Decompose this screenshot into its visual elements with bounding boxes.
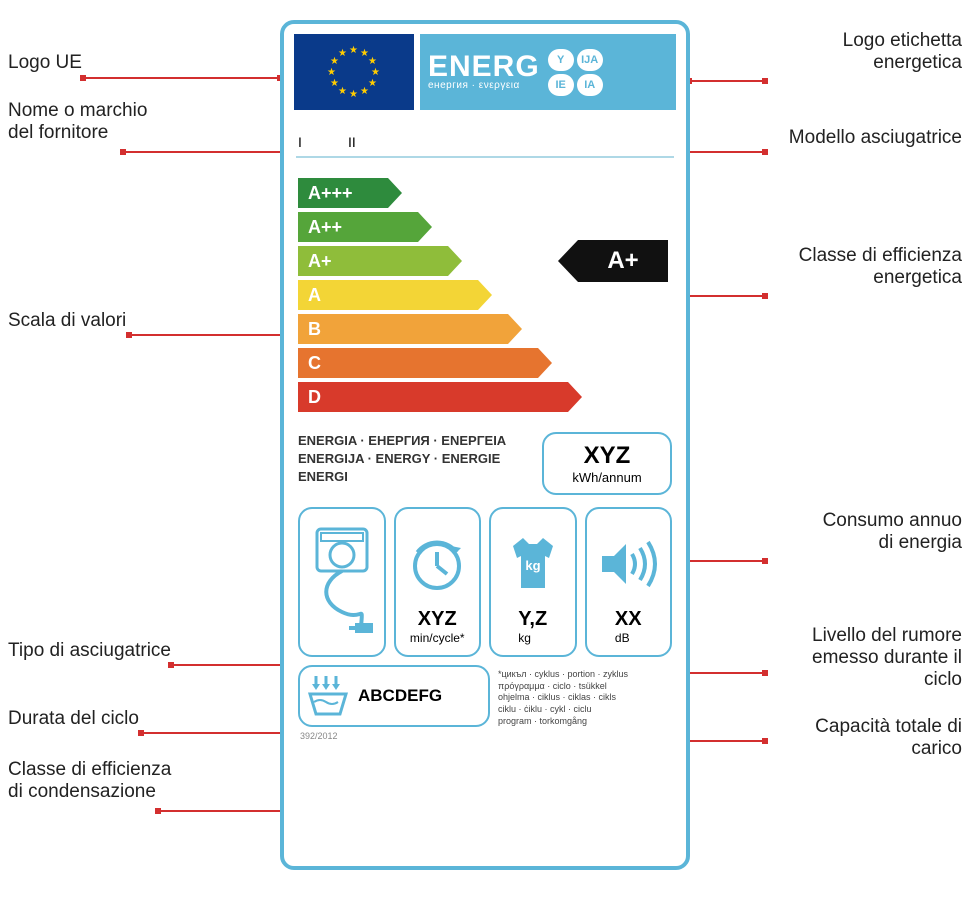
eff-bar: C (298, 348, 538, 378)
callout-line (680, 560, 768, 562)
cycle-footnote: *цикъл · cyklus · portion · zyklus πρόγρ… (498, 665, 672, 727)
efficiency-scale: A+ A+++ A++ A+ ABCD (298, 178, 676, 412)
callout-label: Classe di efficienza energetica (770, 245, 962, 289)
callout-label: Logo etichetta energetica (770, 30, 962, 74)
model-id: II (348, 134, 672, 150)
callout-line (680, 672, 768, 674)
diagram-container: Logo UE Nome o marchio del fornitore Scala… (0, 0, 968, 897)
dryer-type-icon (311, 519, 373, 645)
cycle-unit: min/cycle* (410, 631, 465, 645)
energ-word: ENERG (428, 53, 540, 80)
callout-label: Classe di efficienza di condensazione (8, 759, 171, 803)
condensation-letters: ABCDEFG (358, 686, 442, 706)
efficiency-rating-label: A+ (607, 247, 638, 275)
capacity-unit: kg (518, 631, 547, 645)
callout-label: Capacità totale di carico (770, 716, 962, 760)
eff-bar: A+ (298, 246, 448, 276)
cycle-duration-box: XYZ min/cycle* (394, 507, 482, 657)
svg-text:kg: kg (525, 558, 540, 573)
callout-label: Tipo di asciugatrice (8, 640, 171, 662)
noise-value: XX (615, 608, 642, 631)
callout-line (680, 295, 768, 297)
lang-pill: IA (577, 74, 603, 96)
callout-label: Logo UE (8, 52, 82, 74)
annual-value: XYZ (558, 442, 656, 470)
eff-bar: D (298, 382, 568, 412)
annual-unit: kWh/annum (558, 470, 656, 485)
capacity-value: Y,Z (518, 608, 547, 631)
spec-boxes: XYZ min/cycle* kg Y,Z kg (294, 507, 676, 657)
callout-label: Livello del rumore emesso durante il cic… (770, 625, 962, 691)
clock-icon (407, 519, 467, 608)
callout-label: Consumo annuo di energia (770, 510, 962, 554)
callout-line (126, 334, 298, 336)
cycle-value: XYZ (410, 608, 465, 631)
capacity-box: kg Y,Z kg (489, 507, 577, 657)
callout-label: Durata del ciclo (8, 708, 139, 730)
energ-sub: енергия · ενεργεια (428, 80, 540, 91)
callout-label: Modello asciugatrice (770, 127, 962, 149)
noise-box: XX dB (585, 507, 673, 657)
eff-bar: B (298, 314, 508, 344)
eff-bar: A+++ (298, 178, 388, 208)
energy-logo: ENERG енергия · ενεργεια YIJAIEIA (420, 34, 676, 110)
condensation-icon (306, 674, 352, 718)
lang-pill: Y (548, 49, 574, 71)
speaker-icon (596, 519, 660, 608)
energia-multilang: ENERGIA · ЕНЕРГИЯ · ΕΝΕΡΓΕΙΑ ENERGIJA · … (298, 432, 532, 495)
eu-flag: ★★★★★★★★★★★★ (294, 34, 414, 110)
language-pills: YIJAIEIA (548, 49, 603, 96)
callout-line (80, 77, 283, 79)
callout-line (155, 810, 298, 812)
eff-bar: A (298, 280, 478, 310)
callout-label: Nome o marchio del fornitore (8, 100, 147, 144)
callout-line (168, 664, 298, 666)
energy-label-card: ★★★★★★★★★★★★ ENERG енергия · ενεργεια YI… (280, 20, 690, 870)
supplier-name: I (298, 134, 348, 150)
callout-label: Scala di valori (8, 310, 126, 332)
callout-line (686, 80, 768, 82)
tshirt-icon: kg (501, 519, 565, 608)
callout-line (120, 151, 298, 153)
annual-consumption-box: XYZ kWh/annum (542, 432, 672, 495)
supplier-model-row: I II (296, 130, 674, 158)
label-header: ★★★★★★★★★★★★ ENERG енергия · ενεργεια YI… (294, 34, 676, 110)
lang-pill: IJA (577, 49, 603, 71)
dryer-type-box (298, 507, 386, 657)
noise-unit: dB (615, 631, 642, 645)
regulation-number: 392/2012 (300, 731, 676, 741)
lang-pill: IE (548, 74, 574, 96)
condensation-class-box: ABCDEFG (298, 665, 490, 727)
eff-bar: A++ (298, 212, 418, 242)
efficiency-rating: A+ (578, 240, 668, 282)
